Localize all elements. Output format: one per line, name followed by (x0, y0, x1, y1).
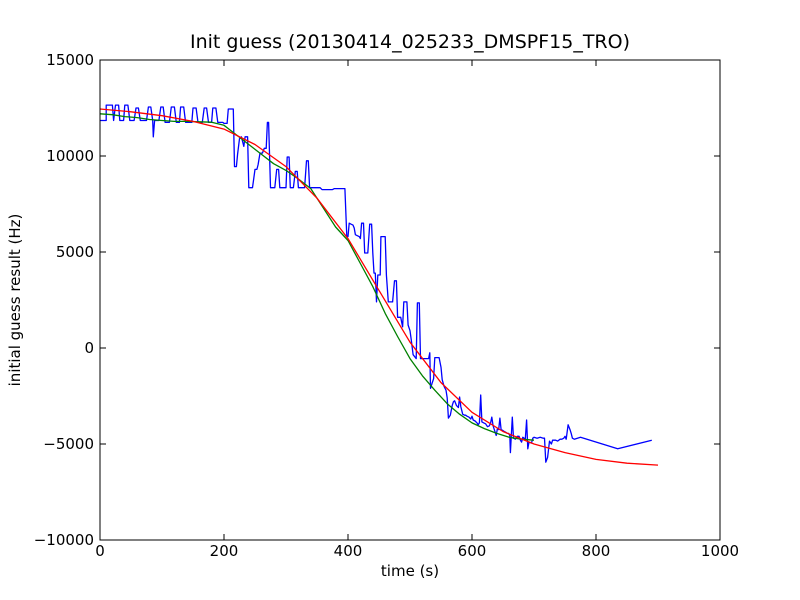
chart-title: Init guess (20130414_025233_DMSPF15_TRO) (190, 31, 630, 53)
x-tick-label: 800 (582, 542, 611, 560)
y-tick-label: 0 (84, 339, 94, 357)
plot-frame (99, 59, 721, 541)
x-axis-label: time (s) (381, 562, 439, 580)
x-tick-label: 200 (210, 542, 239, 560)
x-tick-label: 400 (334, 542, 363, 560)
series-line-3 (99, 108, 659, 466)
y-tick-label: 5000 (56, 243, 94, 261)
ticks-layer: 0 200 400 600 800 1000 −10000 −5000 0 5000 10000 15… (34, 51, 739, 560)
x-tick-label: 0 (95, 542, 105, 560)
y-tick-label: −10000 (34, 531, 94, 549)
series-layer (99, 104, 659, 466)
y-tick-label: 10000 (46, 147, 94, 165)
y-tick-label: 15000 (46, 51, 94, 69)
y-axis-label: initial guess result (Hz) (6, 214, 24, 387)
x-tick-label: 1000 (701, 542, 739, 560)
x-tick-label: 600 (458, 542, 487, 560)
y-tick-label: −5000 (43, 435, 94, 453)
